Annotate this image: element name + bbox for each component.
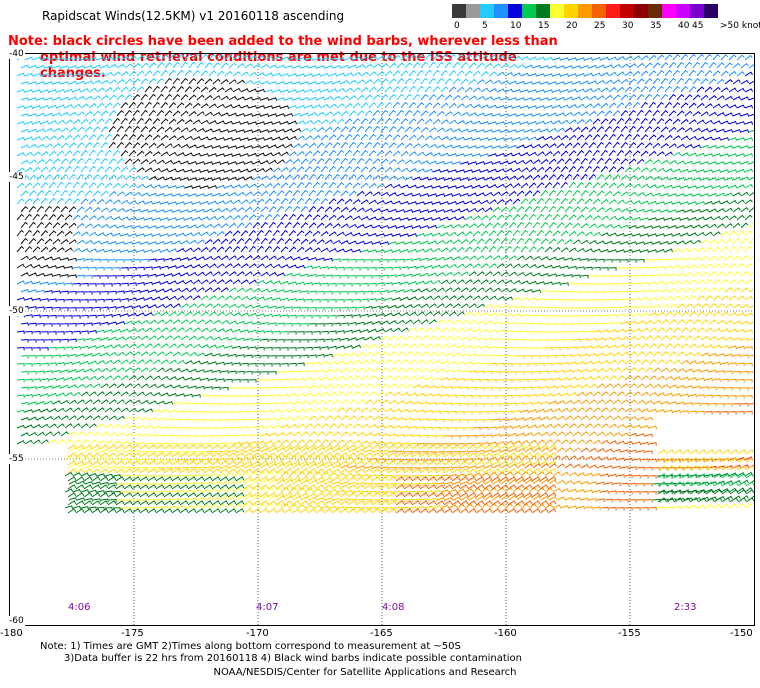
- lat-label-45: -45: [8, 172, 25, 182]
- pass-time-2: 4:07: [256, 602, 279, 613]
- scale-swatch: [480, 4, 494, 18]
- lat-label-60: -60: [8, 616, 25, 626]
- scale-label: 35: [650, 21, 662, 31]
- scale-swatch: [704, 4, 718, 18]
- scale-swatch: [690, 4, 704, 18]
- scale-label: 0: [454, 21, 460, 31]
- lon-label-160: -160: [494, 628, 517, 639]
- scale-swatch: [662, 4, 676, 18]
- scale-swatch: [676, 4, 690, 18]
- lon-label-180: -180: [0, 628, 23, 639]
- scale-label: 40: [678, 21, 690, 31]
- scale-label: 25: [594, 21, 606, 31]
- lon-label-175: -175: [121, 628, 144, 639]
- scale-swatch: [508, 4, 522, 18]
- scale-unit-label: >50 knots: [720, 21, 760, 31]
- pass-time-1: 4:06: [68, 602, 91, 613]
- scale-swatch: [466, 4, 480, 18]
- footnote-line-2: 3)Data buffer is 22 hrs from 20160118 4)…: [64, 653, 522, 664]
- lon-label-155: -155: [618, 628, 641, 639]
- scale-swatch: [564, 4, 578, 18]
- scale-label: 10: [510, 21, 522, 31]
- scale-swatch: [648, 4, 662, 18]
- scale-label: 5: [482, 21, 488, 31]
- lon-label-170: -170: [246, 628, 269, 639]
- scale-label: 20: [566, 21, 578, 31]
- scale-swatch: [620, 4, 634, 18]
- warning-note-line-1: Note: black circles have been added to t…: [8, 34, 558, 49]
- scale-swatch: [550, 4, 564, 18]
- credit-line: NOAA/NESDIS/Center for Satellite Applica…: [213, 667, 517, 678]
- scale-swatch: [592, 4, 606, 18]
- pass-time-4: 2:33: [674, 602, 697, 613]
- scale-swatch: [494, 4, 508, 18]
- scale-swatch: [578, 4, 592, 18]
- wind-barb-layer: [10, 54, 754, 625]
- lon-label-165: -165: [370, 628, 393, 639]
- scale-label: 30: [622, 21, 634, 31]
- scale-swatch: [522, 4, 536, 18]
- scale-swatch: [536, 4, 550, 18]
- map-title: Rapidscat Winds(12.5KM) v1 20160118 asce…: [42, 9, 345, 23]
- scale-swatch: [452, 4, 466, 18]
- lat-label-50: -50: [8, 306, 25, 316]
- lat-label-55: -55: [8, 454, 25, 464]
- scale-label: 15: [538, 21, 550, 31]
- wind-barb-map: -40 -45 -50 -55 -60 4:06 4:07 4:08 2:33: [8, 49, 755, 626]
- lon-label-150: -150: [730, 628, 753, 639]
- wind-barbs: [16, 54, 754, 514]
- scale-label: 45: [692, 21, 704, 31]
- scale-swatch: [606, 4, 620, 18]
- scale-swatch: [634, 4, 648, 18]
- footnote-line-1: Note: 1) Times are GMT 2)Times along bot…: [40, 641, 461, 652]
- pass-time-3: 4:08: [382, 602, 405, 613]
- lat-label-40: -40: [8, 49, 25, 59]
- footnotes: Note: 1) Times are GMT 2)Times along bot…: [40, 641, 522, 665]
